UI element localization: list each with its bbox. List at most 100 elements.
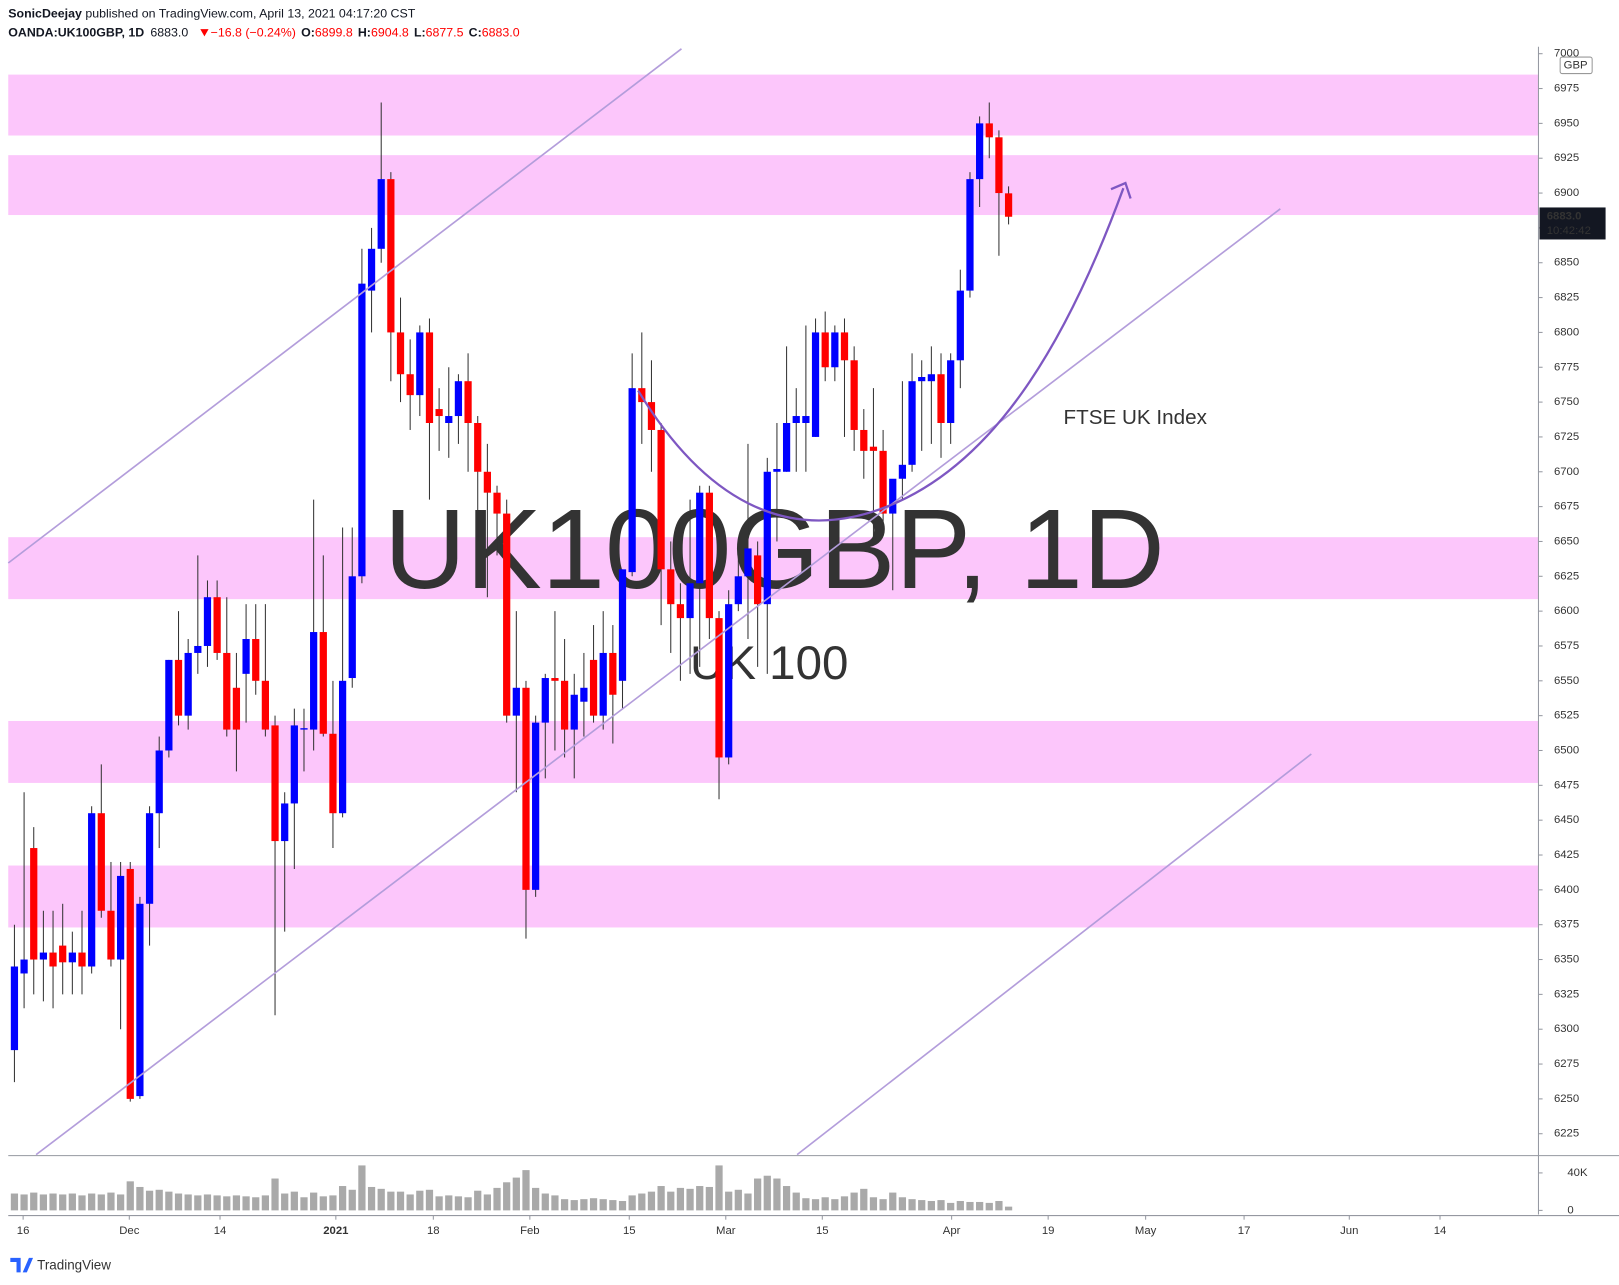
candle-body (416, 332, 424, 396)
volume-bar (503, 1182, 511, 1211)
volume-bar (396, 1191, 405, 1211)
volume-bar (860, 1188, 868, 1211)
volume-bar (618, 1201, 627, 1211)
candle-body (995, 137, 1003, 194)
brand-logo (10, 1257, 34, 1273)
marks (10, 102, 1013, 1211)
candle-body (802, 416, 810, 424)
y-tick-label: 6625 (1554, 570, 1579, 582)
volume-bar (107, 1192, 115, 1211)
publisher: SonicDeejay (8, 7, 82, 21)
candle-body (290, 725, 298, 804)
y-tick-label: 6375 (1554, 919, 1579, 931)
zone (8, 720, 1539, 783)
volume-bar (435, 1196, 443, 1211)
volume-bar (937, 1200, 945, 1211)
volume-bar (811, 1199, 820, 1211)
volume-bar (879, 1199, 887, 1211)
candle-body (763, 471, 771, 605)
candle-body (136, 903, 144, 1097)
candle-body (107, 910, 115, 960)
candle-body (97, 813, 105, 911)
candle-body (512, 687, 520, 716)
candle-body (454, 381, 463, 417)
candle-body (840, 332, 849, 361)
candle-body (580, 687, 588, 702)
volume-bar (512, 1177, 520, 1211)
zone (8, 74, 1539, 136)
candle-body (252, 639, 260, 681)
candle-body (734, 576, 742, 605)
volume-bar (20, 1194, 28, 1211)
volume-bar (686, 1188, 694, 1211)
volume-bar (493, 1187, 501, 1211)
volume-bar (348, 1189, 356, 1211)
y-tick-label: 6600 (1554, 605, 1579, 617)
volume-bar (918, 1200, 926, 1211)
volume-bar (976, 1201, 984, 1211)
volume-bar (445, 1195, 453, 1211)
volume-bar (213, 1195, 221, 1211)
h: 6904.8 (371, 26, 409, 40)
x-tick-label: 2021 (323, 1225, 348, 1237)
symbol: OANDA:UK100GBP, 1D (8, 26, 144, 40)
candle-body (570, 694, 578, 730)
volume-bar (281, 1193, 289, 1211)
candle-body (686, 583, 694, 619)
volume-bar (947, 1202, 955, 1211)
y-tick-label: 6900 (1554, 187, 1579, 199)
volume-bar (425, 1189, 434, 1211)
candle-body (628, 388, 636, 573)
volume-bar (802, 1198, 810, 1211)
x-tick-label: 17 (1238, 1225, 1251, 1237)
volume-bar (609, 1200, 617, 1211)
volume-bar (763, 1175, 771, 1211)
candle-body (49, 952, 57, 967)
volume-bar (290, 1191, 298, 1211)
y-tick-label: 6500 (1554, 744, 1579, 756)
candle-body (889, 478, 897, 514)
candle-body (184, 652, 192, 716)
volume-tick-label: 0 (1567, 1204, 1573, 1216)
candle-body (850, 360, 858, 430)
candle-body (281, 803, 289, 842)
volume-bar (657, 1186, 665, 1211)
header-line: SonicDeejay published on TradingView.com… (8, 7, 415, 21)
candle-body (947, 360, 955, 424)
x-tick-label: 15 (623, 1225, 636, 1237)
candle-body (261, 680, 269, 730)
volume-bar (474, 1190, 482, 1211)
volume-bar (416, 1190, 424, 1211)
volume-bar (145, 1190, 154, 1211)
y-tick-label: 6850 (1554, 257, 1579, 269)
candle-body (782, 423, 791, 472)
candle-body (242, 639, 250, 674)
zones (8, 74, 1539, 928)
candle-body (860, 429, 868, 451)
last-price-label: 6883.0 (1547, 211, 1582, 223)
volume-tick-label: 40K (1567, 1167, 1588, 1179)
volume-bar (782, 1186, 791, 1211)
candle-body (145, 813, 154, 904)
volume-bar (252, 1197, 260, 1211)
candle-body (522, 687, 530, 890)
candle-body (155, 750, 163, 814)
volume-bar (88, 1193, 96, 1211)
candle-body (647, 402, 656, 430)
candle-body (223, 652, 231, 730)
volume-bar (310, 1192, 318, 1211)
candle-body (203, 597, 212, 646)
x-tick-label: Apr (943, 1225, 961, 1237)
candle-body (898, 464, 907, 479)
candle-body (445, 416, 453, 424)
volume-bar (522, 1170, 530, 1211)
volume-bar (744, 1193, 752, 1211)
y-tick-label: 6425 (1554, 849, 1579, 861)
candle-body (551, 678, 559, 681)
volume-bar (532, 1187, 540, 1211)
y-tick-label: 7000 (1554, 48, 1579, 60)
y-tick-label: 6650 (1554, 535, 1579, 547)
volume-bar (242, 1196, 250, 1211)
candle-body (927, 374, 935, 382)
